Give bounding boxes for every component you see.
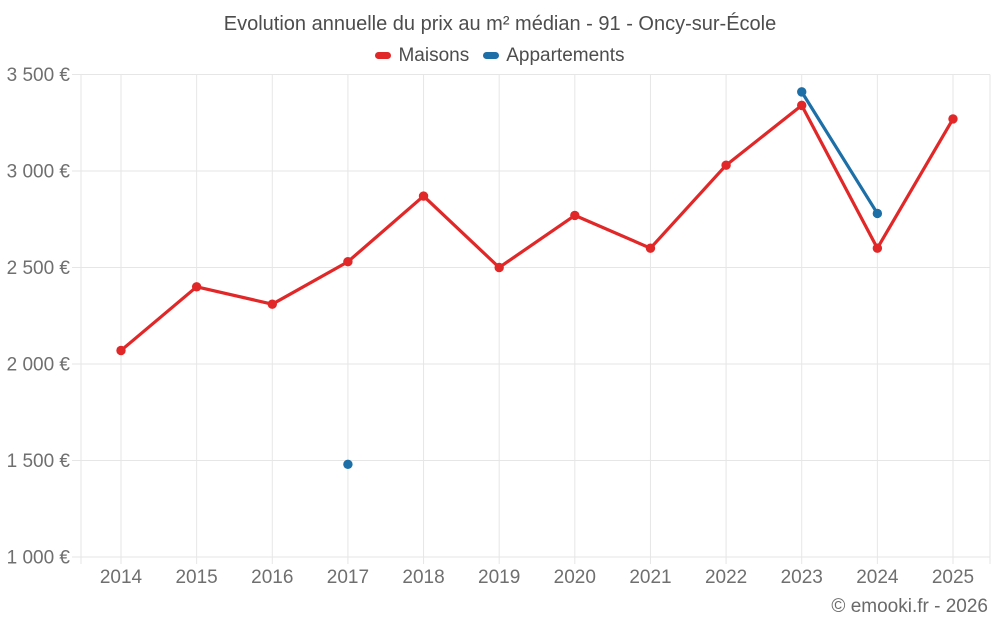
- series-line-maisons: [119, 103, 955, 353]
- data-point-maisons-2015[interactable]: [191, 282, 202, 292]
- data-point-maisons-2018[interactable]: [418, 191, 429, 201]
- y-axis-label: 1 000 €: [7, 548, 71, 569]
- x-axis-label: 2021: [629, 567, 671, 588]
- legend: Maisons Appartements: [0, 44, 1000, 67]
- x-axis-label: 2015: [175, 567, 217, 588]
- data-point-maisons-2025[interactable]: [948, 114, 958, 124]
- x-axis-label: 2018: [402, 567, 444, 588]
- data-point-appartements-2024[interactable]: [872, 208, 883, 219]
- appartements-swatch-icon: [483, 52, 500, 59]
- x-axis-label: 2022: [705, 567, 747, 588]
- x-axis-label: 2014: [100, 567, 143, 588]
- data-point-maisons-2022[interactable]: [721, 160, 731, 170]
- data-point-maisons-2019[interactable]: [494, 262, 504, 273]
- data-point-maisons-2024[interactable]: [872, 243, 883, 253]
- data-point-maisons-2023[interactable]: [797, 100, 807, 111]
- series-line-appartements: [800, 90, 879, 216]
- data-point-maisons-2017[interactable]: [343, 257, 353, 267]
- data-point-appartements-2023[interactable]: [797, 87, 807, 97]
- x-axis-label: 2025: [932, 567, 974, 588]
- copyright-footer: © emooki.fr - 2026: [831, 596, 988, 617]
- data-point-maisons-2016[interactable]: [267, 299, 277, 309]
- legend-item-maisons[interactable]: Maisons: [375, 45, 469, 67]
- x-axis-label: 2016: [251, 567, 293, 588]
- x-axis-label: 2020: [554, 567, 596, 588]
- y-axis-label: 2 000 €: [7, 355, 71, 376]
- x-axis-label: 2017: [327, 567, 369, 588]
- data-point-maisons-2014[interactable]: [116, 345, 126, 356]
- x-axis-label: 2019: [478, 567, 520, 588]
- legend-label-appartements: Appartements: [506, 44, 625, 66]
- y-axis-label: 3 000 €: [7, 162, 71, 183]
- x-axis-label: 2024: [856, 567, 899, 588]
- y-axis-label: 3 500 €: [7, 65, 71, 86]
- x-axis-label: 2023: [781, 567, 823, 588]
- data-point-appartements-2017[interactable]: [343, 459, 353, 470]
- data-point-maisons-2020[interactable]: [570, 210, 580, 221]
- legend-item-appartements[interactable]: Appartements: [483, 44, 625, 67]
- chart-title: Evolution annuelle du prix au m² médian …: [223, 13, 777, 35]
- maisons-swatch-icon: [375, 52, 392, 59]
- legend-label-maisons: Maisons: [398, 44, 470, 66]
- y-axis-label: 2 500 €: [7, 258, 71, 279]
- data-point-maisons-2021[interactable]: [645, 243, 656, 253]
- y-axis-label: 1 500 €: [7, 451, 71, 472]
